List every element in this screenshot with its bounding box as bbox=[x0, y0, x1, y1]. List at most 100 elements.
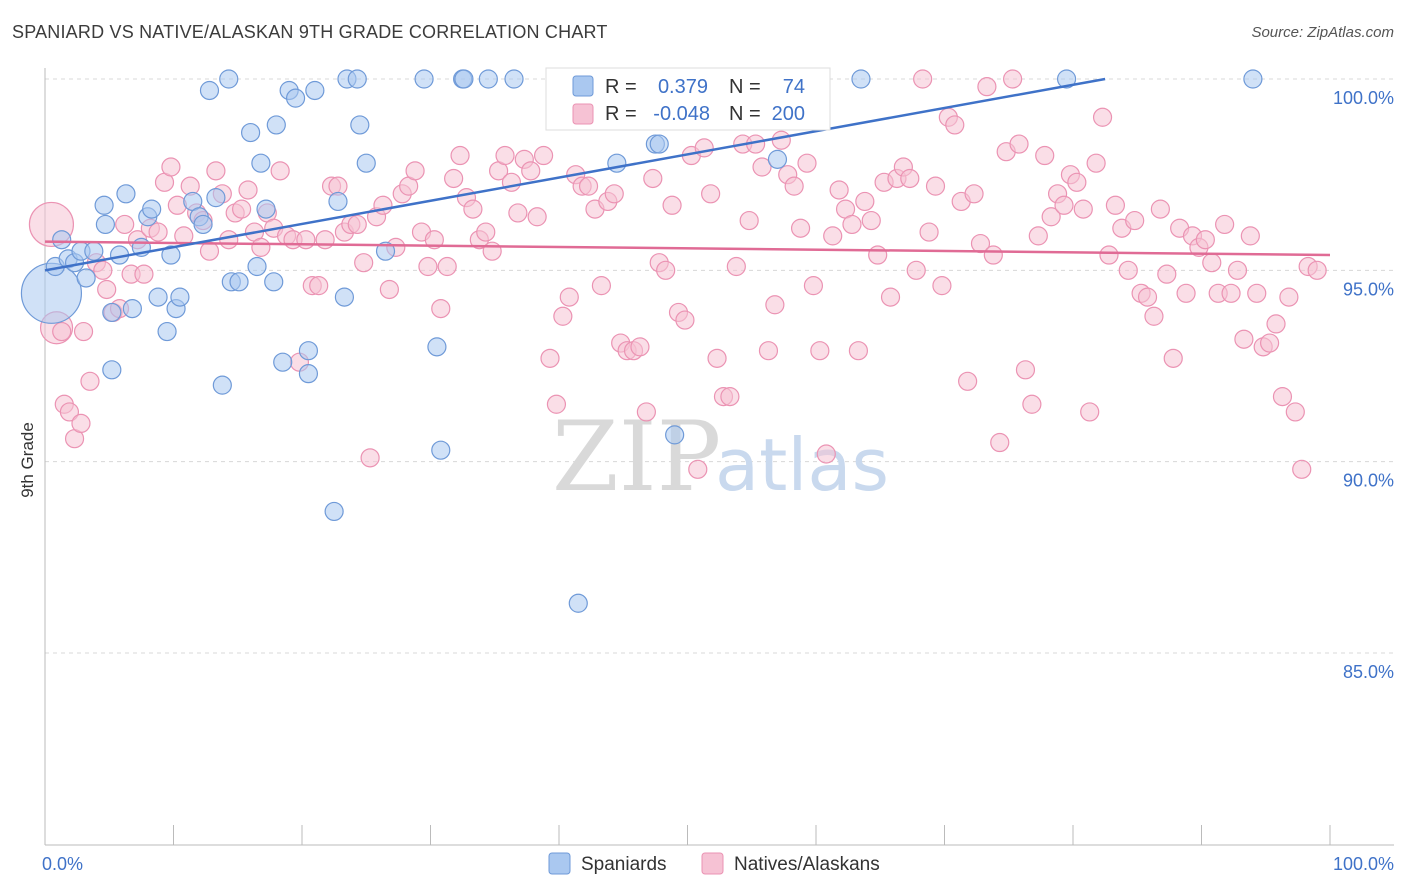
natives-point bbox=[823, 226, 843, 246]
stats-n-label-spaniards: N = bbox=[729, 76, 761, 98]
spaniards-point bbox=[649, 134, 669, 154]
x-tick-label-0: 0.0% bbox=[42, 854, 83, 874]
spaniards-point bbox=[285, 88, 306, 108]
natives-point bbox=[1247, 283, 1267, 303]
axes bbox=[44, 68, 1394, 846]
natives-point bbox=[861, 210, 881, 231]
natives-point bbox=[540, 348, 560, 368]
spaniards-point bbox=[157, 321, 177, 342]
spaniards-point bbox=[122, 299, 142, 319]
natives-point bbox=[232, 199, 252, 219]
natives-point bbox=[424, 230, 444, 250]
series-legend: Spaniards Natives/Alaskans bbox=[548, 852, 880, 875]
natives-point bbox=[527, 207, 547, 227]
y-tick-labels: 100.0% 95.0% 90.0% 85.0% bbox=[1333, 88, 1394, 682]
watermark-atlas: atlas bbox=[715, 423, 889, 507]
natives-point bbox=[315, 230, 335, 250]
natives-point bbox=[1073, 199, 1093, 219]
natives-point bbox=[1307, 260, 1327, 280]
natives-trend-line bbox=[44, 240, 1331, 257]
natives-point bbox=[80, 371, 100, 391]
spaniards-point bbox=[375, 241, 396, 261]
spaniards-point bbox=[148, 287, 168, 307]
spaniards-point bbox=[264, 272, 284, 292]
spaniards-point bbox=[256, 199, 276, 219]
spaniards-point bbox=[298, 364, 319, 384]
natives-point bbox=[720, 387, 740, 407]
natives-point bbox=[1234, 329, 1254, 349]
natives-point bbox=[296, 230, 316, 250]
natives-point bbox=[790, 218, 811, 238]
spaniards-point bbox=[356, 153, 376, 173]
natives-point bbox=[1150, 199, 1170, 219]
stats-n-value-spaniards: 74 bbox=[783, 76, 805, 98]
natives-point bbox=[752, 157, 772, 177]
natives-point bbox=[1221, 283, 1241, 303]
natives-point bbox=[842, 214, 862, 235]
natives-point bbox=[360, 448, 380, 468]
natives-point bbox=[482, 241, 502, 261]
natives-point bbox=[1260, 333, 1280, 353]
natives-point bbox=[1279, 287, 1299, 307]
natives-point bbox=[251, 237, 271, 257]
stats-n-value-natives: 200 bbox=[772, 103, 805, 125]
natives-point bbox=[521, 161, 541, 181]
natives-point bbox=[578, 176, 599, 196]
spaniards-point bbox=[241, 122, 261, 143]
natives-point bbox=[643, 168, 663, 189]
natives-point bbox=[1105, 195, 1126, 215]
natives-point bbox=[591, 276, 612, 296]
natives-point bbox=[1080, 402, 1100, 422]
natives-point bbox=[501, 172, 522, 192]
spaniards-point bbox=[350, 115, 370, 135]
spaniards-point bbox=[94, 195, 114, 215]
natives-point bbox=[1240, 226, 1260, 246]
spaniards-point bbox=[212, 375, 232, 395]
natives-point bbox=[816, 444, 836, 464]
natives-point bbox=[1086, 153, 1106, 173]
natives-point bbox=[1009, 134, 1029, 154]
natives-point bbox=[656, 260, 676, 280]
y-tick-label-2: 90.0% bbox=[1343, 471, 1394, 491]
stats-legend: R = 0.379 N = 74 R = -0.048 N = 200 bbox=[545, 67, 831, 131]
y-tick-label-0: 100.0% bbox=[1333, 88, 1394, 108]
natives-point bbox=[726, 256, 746, 277]
chart-title: SPANIARD VS NATIVE/ALASKAN 9TH GRADE COR… bbox=[12, 22, 608, 42]
natives-point bbox=[1285, 402, 1305, 422]
spaniards-point bbox=[334, 287, 355, 307]
natives-point bbox=[739, 210, 759, 231]
natives-point bbox=[797, 153, 817, 173]
natives-point bbox=[945, 115, 965, 135]
legend-swatch-natives bbox=[701, 852, 724, 875]
natives-point bbox=[418, 256, 438, 277]
natives-point bbox=[694, 138, 714, 158]
spaniards-point bbox=[665, 425, 685, 445]
natives-point bbox=[900, 168, 920, 189]
natives-point bbox=[855, 191, 875, 212]
natives-point bbox=[707, 348, 727, 368]
spaniards-point bbox=[324, 501, 344, 522]
spaniards-trend-line bbox=[44, 77, 1106, 272]
natives-point bbox=[59, 402, 80, 422]
natives-point bbox=[784, 176, 804, 196]
spaniards-point bbox=[247, 256, 267, 277]
watermark-zip: ZIP bbox=[552, 401, 721, 513]
natives-point bbox=[115, 214, 135, 235]
natives-point bbox=[1144, 306, 1164, 326]
spaniards-point bbox=[305, 80, 325, 101]
natives-point bbox=[495, 145, 515, 166]
y-axis-title: 9th Grade bbox=[18, 422, 37, 498]
spaniards-point bbox=[199, 80, 220, 101]
natives-point bbox=[771, 130, 791, 150]
natives-point bbox=[932, 276, 952, 296]
spaniards-point bbox=[76, 268, 96, 288]
spaniards-point bbox=[102, 360, 122, 380]
spaniards-point bbox=[414, 69, 434, 89]
natives-point bbox=[1227, 260, 1248, 280]
natives-point bbox=[913, 69, 933, 89]
natives-point bbox=[71, 413, 91, 433]
natives-point bbox=[354, 253, 374, 273]
natives-point bbox=[919, 222, 939, 242]
natives-point bbox=[238, 180, 258, 200]
